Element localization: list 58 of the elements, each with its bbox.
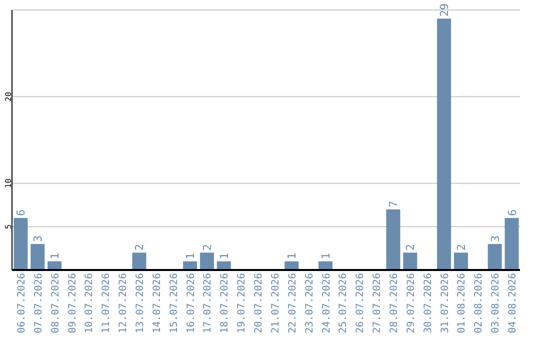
y-tick-label: 20: [4, 92, 13, 102]
bar: [386, 209, 400, 270]
x-tick-label: 16.07.2026: [186, 273, 197, 334]
data-label: 3: [488, 235, 502, 242]
x-tick-label: 25.07.2026: [338, 273, 350, 334]
x-tick-label: 22.07.2026: [287, 273, 298, 334]
x-tick-label: 01.08.2026: [456, 273, 468, 334]
x-tick-label: 08.07.2026: [50, 273, 62, 334]
y-tick-label: 10: [4, 178, 13, 188]
bar: [14, 218, 28, 270]
data-label: 1: [48, 252, 62, 260]
x-tick-label: 03.08.2026: [490, 273, 502, 334]
x-tick-label: 07.07.2026: [33, 273, 44, 334]
bar: [454, 252, 468, 270]
data-label: 6: [14, 209, 28, 216]
x-tick-label: 09.07.2026: [67, 273, 78, 334]
x-tick-label: 27.07.2026: [372, 273, 384, 334]
x-tick-label: 04.08.2026: [508, 273, 519, 334]
x-tick-label: 17.07.2026: [202, 273, 214, 334]
x-tick-label: 30.07.2026: [422, 273, 434, 334]
x-tick-label: 14.07.2026: [152, 273, 163, 334]
bar: [200, 252, 214, 270]
data-label: 1: [319, 252, 332, 260]
data-label: 7: [387, 200, 400, 208]
x-tick-label: 31.07.2026: [440, 273, 451, 334]
x-tick-label: 23.07.2026: [304, 273, 316, 334]
x-tick-label: 24.07.2026: [321, 273, 332, 334]
data-label: 1: [286, 252, 299, 260]
data-label: 1: [218, 252, 231, 260]
data-label: 2: [133, 244, 146, 251]
bar: [437, 18, 452, 270]
x-tick-label: 11.07.2026: [101, 273, 112, 334]
data-label: 2: [200, 244, 214, 251]
bar: [132, 252, 146, 270]
bar: [488, 244, 502, 270]
x-tick-label: 29.07.2026: [406, 273, 417, 334]
x-tick-label: 02.08.2026: [474, 273, 485, 334]
data-label: 29: [438, 3, 452, 17]
bar: [403, 252, 418, 270]
data-label: 1: [184, 252, 198, 260]
data-label: 2: [404, 244, 418, 251]
x-tick-label: 28.07.2026: [389, 273, 400, 334]
x-tick-label: 10.07.2026: [84, 273, 96, 334]
x-tick-label: 06.07.2026: [16, 273, 28, 334]
x-tick-label: 19.07.2026: [236, 273, 248, 334]
data-label: 6: [506, 209, 519, 216]
y-tick-label: 5: [4, 224, 13, 230]
x-tick-label: 15.07.2026: [168, 273, 180, 334]
bar: [30, 244, 45, 270]
x-tick-label: 26.07.2026: [355, 273, 366, 334]
x-tick-label: 18.07.2026: [220, 273, 231, 334]
bar: [504, 218, 519, 270]
x-tick-label: 21.07.2026: [270, 273, 282, 334]
data-label: 2: [454, 244, 468, 251]
x-tick-label: 13.07.2026: [135, 273, 146, 334]
data-label: 3: [32, 235, 45, 242]
x-tick-label: 12.07.2026: [118, 273, 130, 334]
x-tick-label: 20.07.2026: [254, 273, 265, 334]
